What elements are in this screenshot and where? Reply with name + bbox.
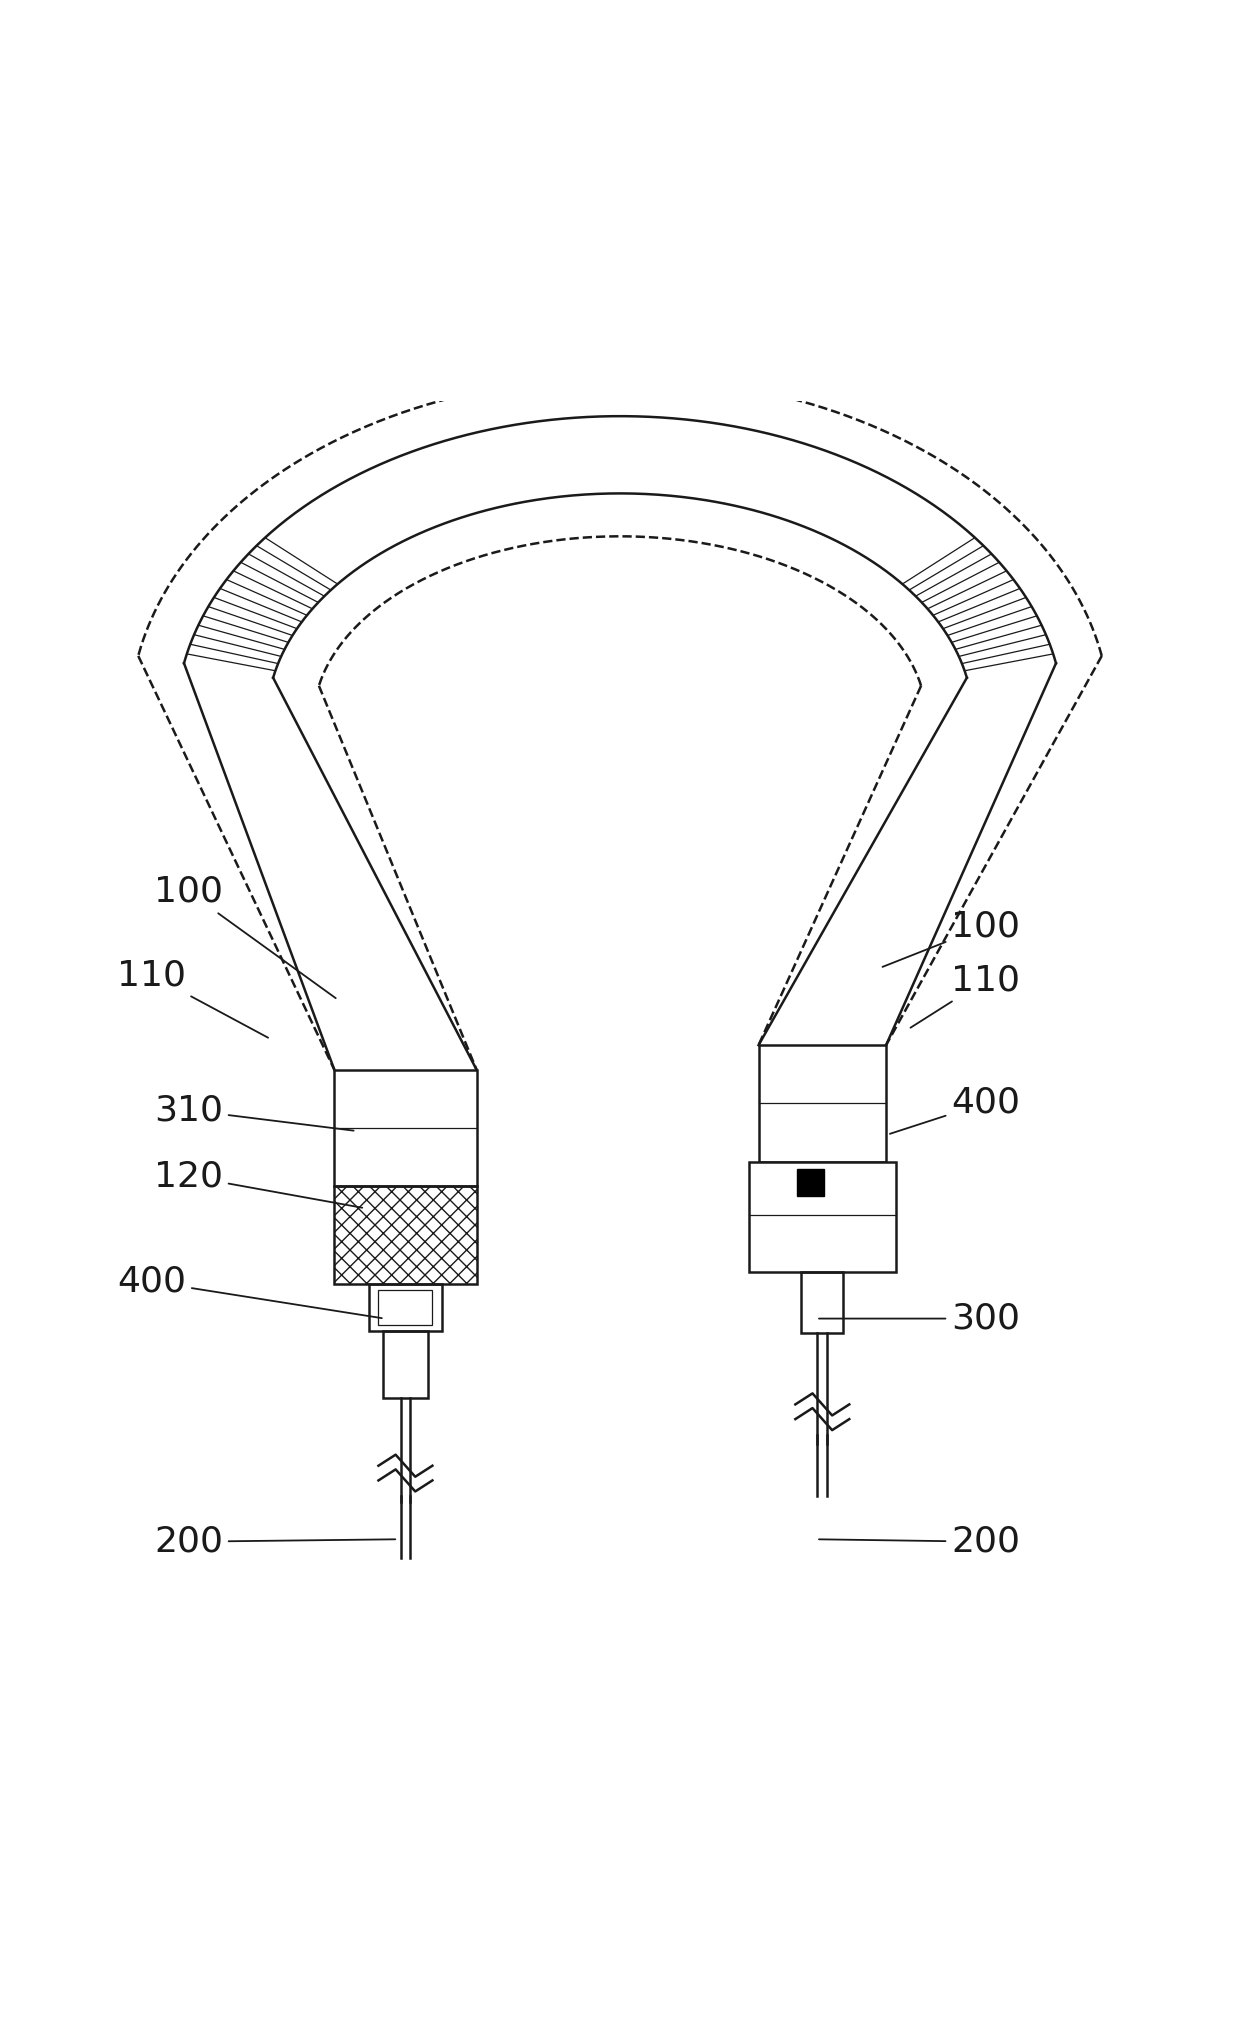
Text: 200: 200 — [818, 1524, 1021, 1558]
Bar — [796, 1169, 823, 1195]
Text: 100: 100 — [883, 909, 1021, 968]
Bar — [335, 1069, 476, 1187]
Bar — [368, 1284, 443, 1331]
Text: 300: 300 — [818, 1301, 1021, 1335]
Text: 400: 400 — [118, 1264, 382, 1319]
Bar — [749, 1163, 895, 1272]
Bar — [335, 1187, 476, 1284]
Text: 110: 110 — [118, 958, 268, 1037]
Text: 310: 310 — [154, 1094, 353, 1130]
Text: 120: 120 — [154, 1159, 362, 1207]
Bar — [801, 1272, 843, 1333]
Bar — [383, 1331, 428, 1398]
Text: 110: 110 — [910, 964, 1021, 1029]
Bar — [378, 1290, 433, 1325]
Bar — [759, 1045, 887, 1163]
Text: 200: 200 — [154, 1524, 396, 1558]
Text: 400: 400 — [890, 1086, 1021, 1134]
Text: 100: 100 — [154, 874, 336, 998]
